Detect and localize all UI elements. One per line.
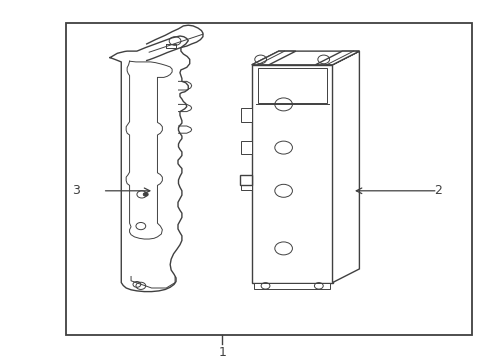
Polygon shape (251, 51, 359, 65)
Polygon shape (315, 51, 359, 65)
Polygon shape (241, 177, 251, 190)
Bar (251, 65, 332, 283)
Text: 1: 1 (218, 346, 226, 359)
Polygon shape (239, 175, 251, 185)
Text: 3: 3 (72, 184, 80, 197)
Polygon shape (241, 141, 251, 154)
Bar (254, 283, 329, 289)
Polygon shape (332, 51, 359, 283)
Polygon shape (241, 108, 251, 122)
Bar (257, 68, 326, 103)
Polygon shape (251, 51, 295, 65)
Bar (66, 23, 471, 335)
Circle shape (143, 193, 148, 196)
Text: 2: 2 (433, 184, 441, 197)
